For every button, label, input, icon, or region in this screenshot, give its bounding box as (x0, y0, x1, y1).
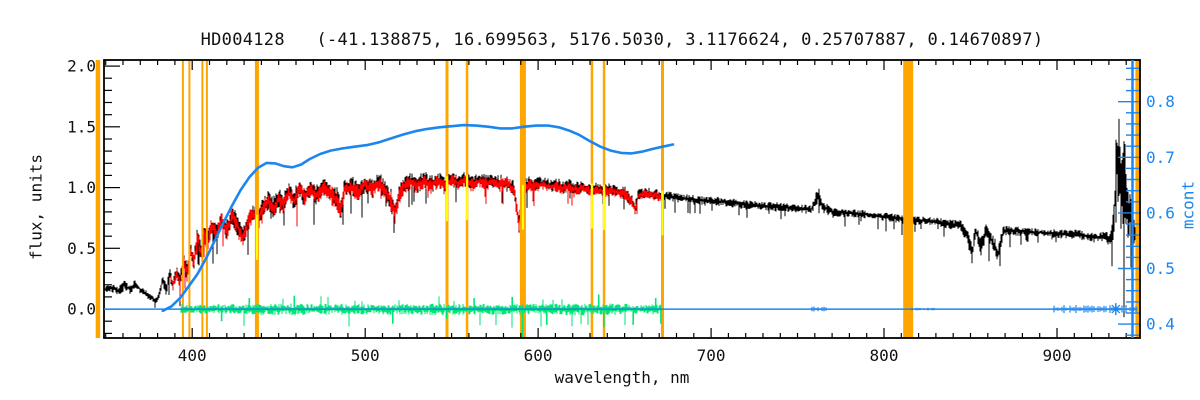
svg-text:1.0: 1.0 (67, 178, 96, 197)
flux-axis-label: flux, units (26, 154, 46, 260)
svg-text:0.6: 0.6 (1146, 203, 1175, 222)
mcont-axis-label: mcont (1178, 180, 1198, 230)
svg-text:0.7: 0.7 (1146, 148, 1175, 167)
svg-text:700: 700 (697, 346, 726, 365)
svg-text:500: 500 (351, 346, 380, 365)
svg-text:0.4: 0.4 (1146, 315, 1175, 334)
svg-text:900: 900 (1043, 346, 1072, 365)
svg-text:800: 800 (870, 346, 899, 365)
svg-text:0.0: 0.0 (67, 300, 96, 319)
svg-text:400: 400 (178, 346, 207, 365)
plot-title: HD004128 (-41.138875, 16.699563, 5176.50… (200, 30, 1044, 50)
svg-text:0.5: 0.5 (1146, 259, 1175, 278)
wavelength-axis-label: wavelength, nm (554, 368, 690, 387)
svg-text:0.5: 0.5 (67, 239, 96, 258)
svg-text:2.0: 2.0 (67, 57, 96, 76)
svg-text:0.8: 0.8 (1146, 92, 1175, 111)
svg-text:1.5: 1.5 (67, 117, 96, 136)
svg-text:600: 600 (524, 346, 553, 365)
